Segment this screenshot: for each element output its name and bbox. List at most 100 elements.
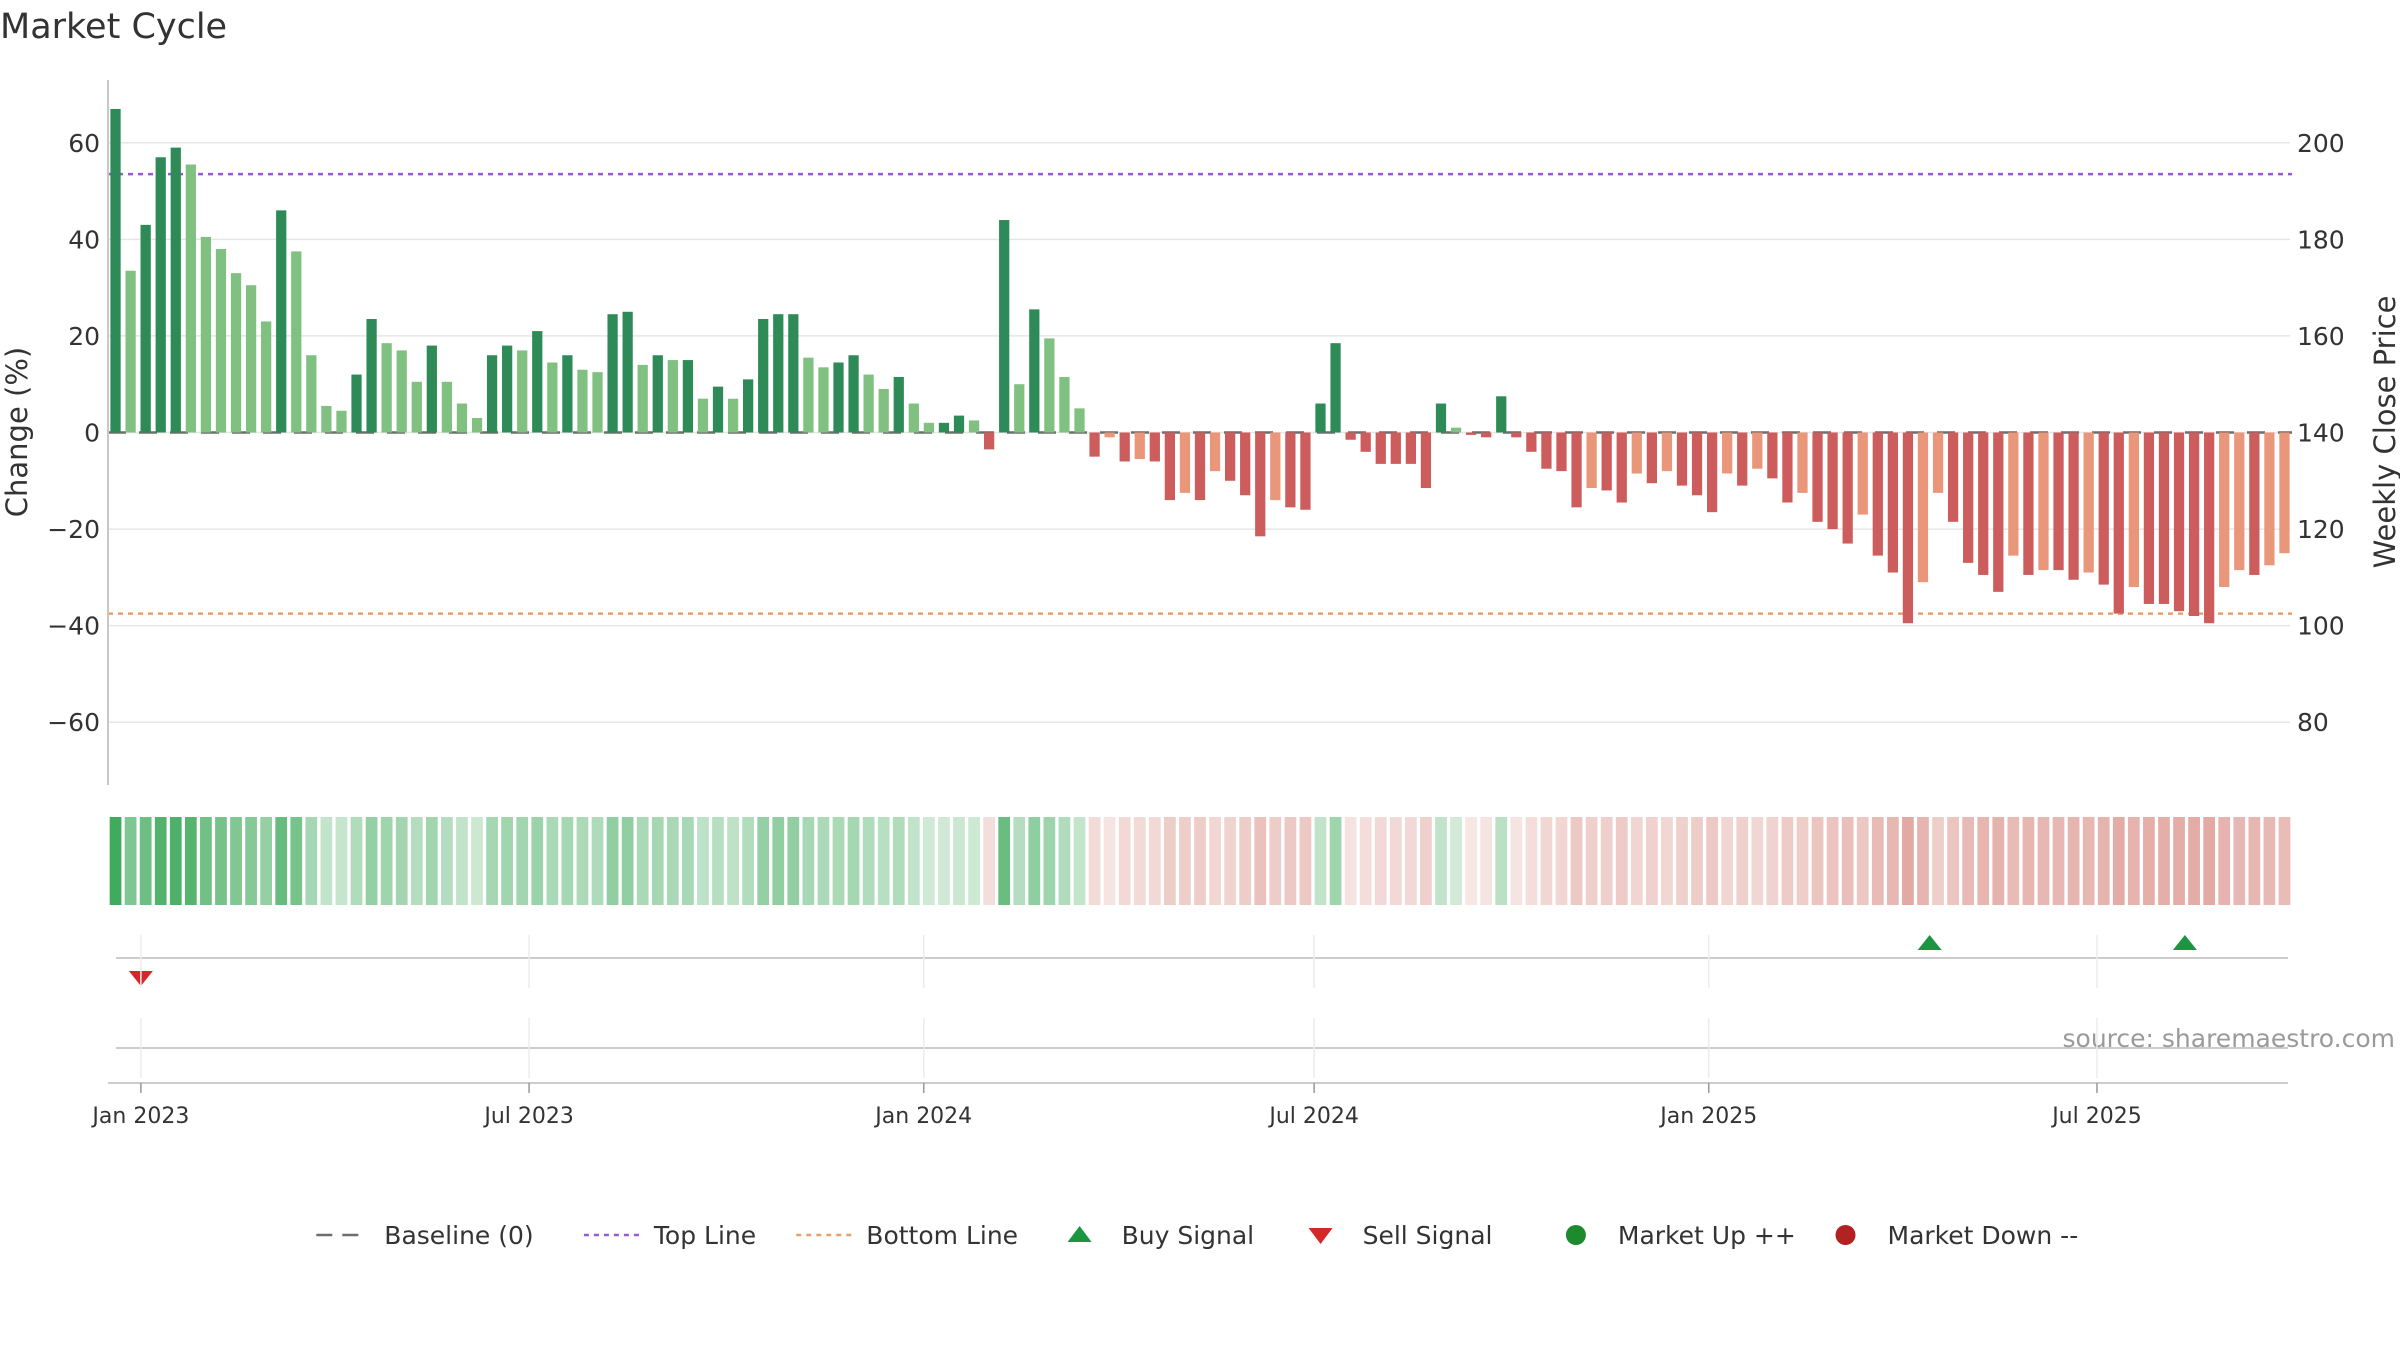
bar [1947,432,1959,522]
y-right-label: Weekly Close Price [2368,296,2400,569]
bar [1149,432,1160,462]
bar [1074,408,1085,433]
y-right-tick-label: 140 [2297,419,2345,448]
heat-cell [215,817,227,905]
heat-cell [712,817,724,905]
heat-cell [832,817,845,905]
heat-cell [1299,817,1312,905]
bar [502,345,513,433]
bar [818,367,829,433]
heat-cell [486,817,498,905]
heat-cell [2052,817,2065,905]
heat-cell [953,817,965,905]
legend: Baseline (0) Top Line Bottom Line Buy Signa… [316,1221,2078,1250]
bar [1029,309,1040,433]
bar [743,379,754,433]
x-tick-label: Jul 2025 [2050,1104,2142,1129]
heat-cell [1510,817,1523,905]
bar [953,415,965,433]
heat-cell [2233,817,2246,905]
legend-label: Market Up ++ [1618,1221,1796,1250]
bar [291,251,302,433]
heat-cell [576,817,589,905]
bar [1737,432,1748,486]
heat-cell [1947,817,1959,905]
x-tick-label: Jul 2024 [1267,1104,1359,1129]
y-right-tick-label: 180 [2297,225,2345,254]
heat-cell [320,817,333,905]
y-left-tick-label: −40 [47,612,100,641]
heat-cell [1359,817,1372,905]
y-right-tick-label: 120 [2297,515,2345,544]
bar [1887,432,1898,573]
bar [1104,432,1115,438]
bar [441,381,453,433]
bar [2113,432,2124,614]
bar [968,420,980,433]
heat-cell [1540,817,1553,905]
bar [1661,432,1673,472]
bar [2264,432,2275,566]
bar [1270,432,1281,501]
heat-cell [742,817,755,905]
heat-cell [2188,817,2200,905]
heat-cell [1600,817,1613,905]
bar [1932,432,1944,493]
bar [712,386,724,433]
chart-title: Market Cycle [0,7,227,47]
bar [863,374,874,433]
heat-cell [1254,817,1267,905]
bar [1044,338,1055,433]
heat-cell [2037,817,2050,905]
heat-cell [1570,817,1583,905]
heat-cell [907,817,920,905]
bar [170,147,181,433]
heat-cell [862,817,875,905]
heat-cell [1209,817,1221,905]
legend-symbol-circle [1565,1225,1586,1245]
bar [1209,432,1221,472]
y-left-label: Change (%) [0,347,34,517]
bar [1978,432,1989,575]
heat-cell [2067,817,2080,905]
x-tick-label: Jan 2024 [873,1104,972,1129]
heat-cell [817,817,830,905]
bar [230,273,242,433]
bar [1782,432,1793,503]
y-left-tick-label: 40 [68,225,100,254]
signal-panel [116,935,2288,986]
bar [1586,432,1597,489]
heat-cell [275,817,288,905]
heat-cell [169,817,182,905]
bar [1059,376,1070,433]
bar [1556,432,1567,472]
heat-cell [877,817,890,905]
heat-cell [546,817,559,905]
heat-cell [305,817,318,905]
bar [833,362,844,433]
heat-cell [501,817,514,905]
legend-label: Sell Signal [1363,1221,1493,1250]
heat-cell [290,817,303,905]
bar [984,432,995,450]
heat-cell [2278,817,2291,905]
bar [1179,432,1191,493]
heat-cell [200,817,212,905]
source-label: source: sharemaestro.com [2063,1024,2396,1053]
heat-cell [1917,817,1929,905]
heat-cell [1691,817,1703,905]
legend-symbol-triangle-down [1308,1228,1333,1244]
heat-cell [1164,817,1176,905]
heat-cell [1013,817,1026,905]
bar [215,249,227,433]
bar [1330,343,1341,433]
heat-cell [471,817,483,905]
bar [1722,432,1733,474]
heat-cell [109,817,122,905]
bar [1014,384,1025,433]
heat-cell [531,817,544,905]
bar [140,224,151,433]
heat-cell [1450,817,1462,905]
bar [1902,432,1914,624]
bar [1164,432,1175,501]
